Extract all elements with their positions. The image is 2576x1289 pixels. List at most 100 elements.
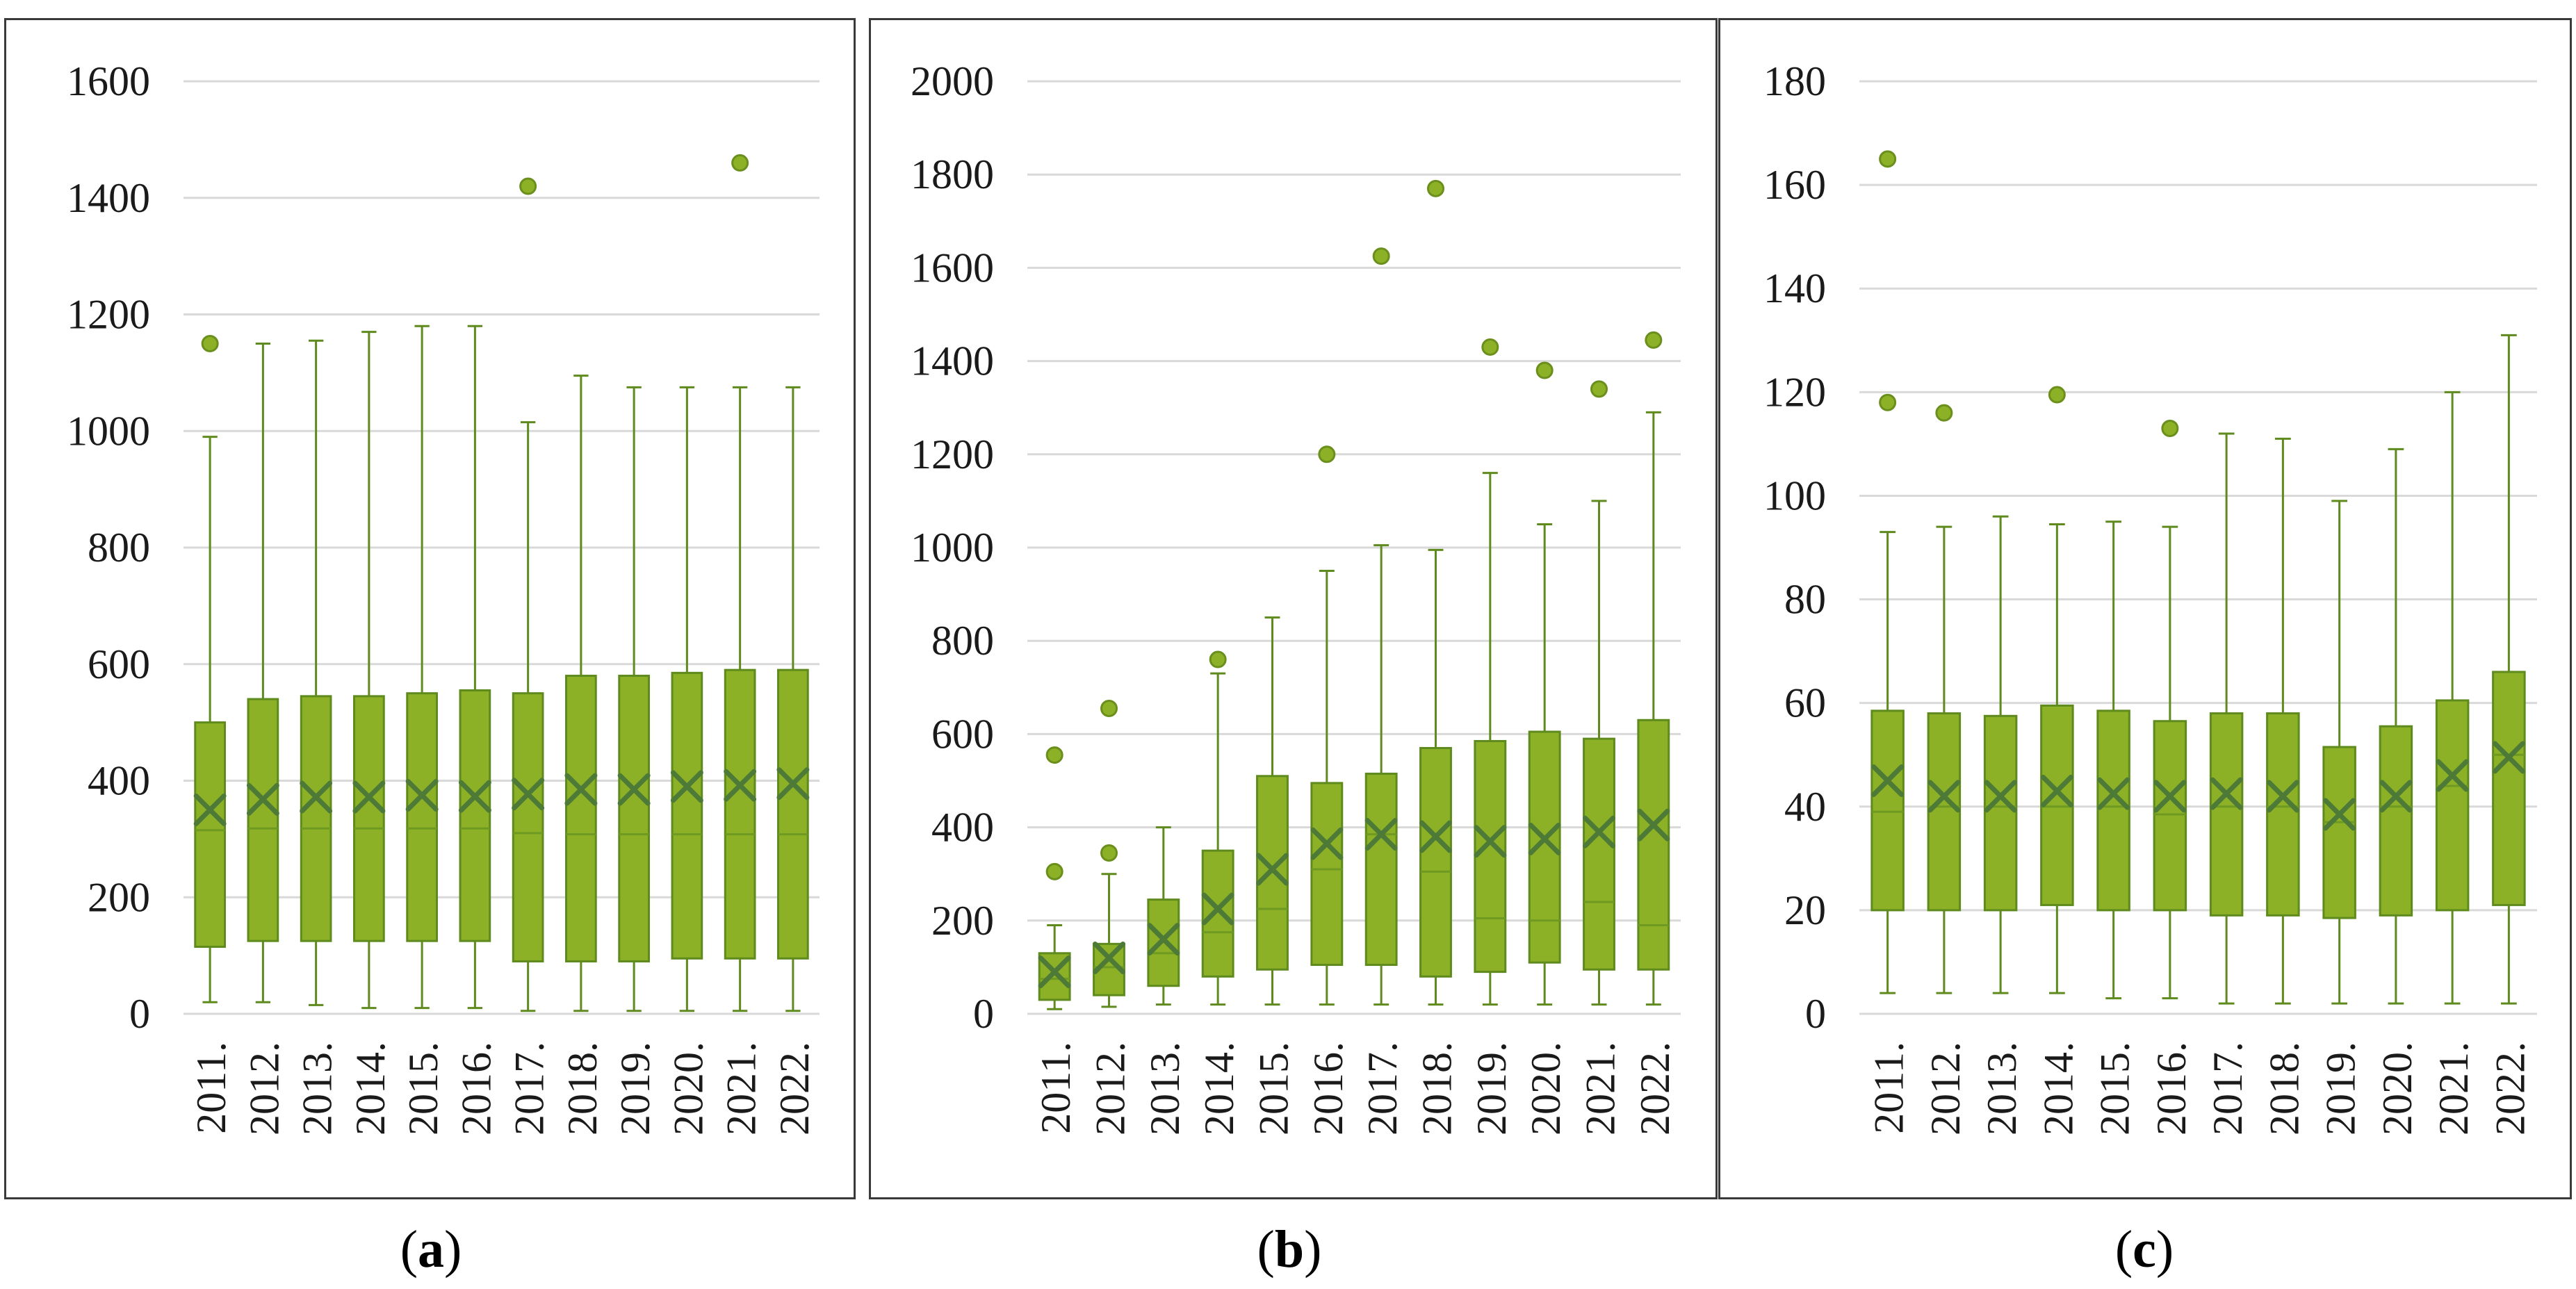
- caption-c: (c): [2114, 1220, 2174, 1279]
- mean-marker: [1093, 941, 1125, 974]
- outlier-point-0: [1427, 179, 1444, 197]
- box-group-c-3: [2040, 386, 2074, 994]
- outlier-point-0: [1645, 331, 1663, 349]
- x-tick-label-b-1: 2012.: [1088, 1042, 1134, 1135]
- box-group-b-10: [1583, 380, 1615, 1006]
- mean-marker: [1528, 822, 1561, 855]
- y-tick-label-c-8: 160: [1763, 162, 1826, 208]
- box-iqr: [194, 721, 226, 949]
- x-tick-label-a-4: 2015.: [400, 1042, 446, 1135]
- outlier-point-0: [1372, 247, 1390, 265]
- chart-b-svg: 0 200 400 600 800 1000 1200 1400 1600 1800 2000 201…: [911, 58, 1681, 1135]
- y-tick-label-c-1: 20: [1784, 887, 1826, 933]
- y-tick-label-c-7: 140: [1763, 265, 1826, 311]
- box-group-a-4: [405, 325, 439, 1010]
- mean-marker: [2492, 741, 2525, 774]
- box-group-a-11: [776, 386, 810, 1012]
- box-iqr: [1256, 775, 1289, 971]
- outlier-point-0: [1590, 380, 1608, 398]
- mean-marker: [2436, 759, 2469, 792]
- mean-marker: [2097, 777, 2130, 810]
- box-group-b-1: [1093, 699, 1125, 1008]
- box-iqr: [353, 695, 385, 942]
- outlier-point-0: [2161, 420, 2179, 438]
- box-iqr: [1983, 714, 2018, 912]
- chart-panel-c: 0 20 40 60 80 100 120 140 160 180 2011. 2012. 2013. 2…: [1718, 18, 2572, 1199]
- x-tick-label-b-11: 2022.: [1632, 1042, 1678, 1135]
- box-iqr: [1419, 747, 1452, 978]
- box-group-c-5: [2153, 420, 2187, 1000]
- y-tick-label-c-4: 80: [1784, 577, 1826, 623]
- box-iqr: [2153, 720, 2187, 912]
- y-tick-label-c-5: 100: [1763, 473, 1826, 518]
- y-tick-label-b-6: 1200: [911, 432, 994, 477]
- outlier-point-1: [1100, 699, 1118, 717]
- mean-marker: [246, 782, 279, 816]
- outlier-point-0: [2048, 386, 2066, 404]
- x-tick-label-c-3: 2014.: [2035, 1042, 2081, 1135]
- box-group-b-7: [1419, 179, 1452, 1006]
- box-iqr: [459, 689, 491, 942]
- box-group-a-0: [193, 334, 227, 1003]
- mean-marker: [1984, 780, 2017, 813]
- x-tick-label-b-4: 2015.: [1251, 1042, 1297, 1135]
- box-group-c-6: [2209, 432, 2244, 1005]
- x-tick-label-c-10: 2021.: [2431, 1042, 2477, 1135]
- outlier-point-0: [1935, 404, 1953, 422]
- chart-panel-a: 0 200 400 600 800 1000 1200 1400 1600 2011. 2012. 2…: [4, 18, 856, 1199]
- caption-b-letter: b: [1274, 1220, 1305, 1279]
- mean-marker: [1583, 815, 1615, 848]
- outlier-point-0: [731, 154, 749, 172]
- y-tick-label-a-3: 600: [88, 641, 150, 687]
- x-tick-label-b-10: 2021.: [1578, 1042, 1624, 1135]
- x-tick-label-a-2: 2013.: [295, 1042, 341, 1135]
- box-iqr: [671, 671, 703, 960]
- y-tick-label-b-4: 800: [931, 618, 994, 664]
- box-iqr: [2322, 746, 2356, 919]
- x-tick-label-c-9: 2020.: [2374, 1042, 2420, 1135]
- x-tick-label-c-4: 2015.: [2092, 1042, 2138, 1135]
- box-iqr: [2096, 709, 2130, 912]
- chart-panel-b: 0 200 400 600 800 1000 1200 1400 1600 1800 2000 201…: [869, 18, 1718, 1199]
- box-group-c-8: [2322, 500, 2356, 1005]
- y-tick-label-b-0: 0: [973, 991, 994, 1037]
- box-iqr: [406, 692, 438, 942]
- mean-marker: [1419, 820, 1452, 853]
- mean-marker: [193, 793, 227, 826]
- mean-marker: [2379, 780, 2413, 813]
- x-tick-label-a-0: 2011.: [188, 1042, 234, 1134]
- x-tick-label-b-5: 2016.: [1305, 1042, 1351, 1135]
- mean-marker: [1256, 853, 1289, 886]
- box-iqr: [1201, 849, 1234, 978]
- box-group-c-2: [1983, 515, 2018, 994]
- box-iqr: [300, 695, 332, 942]
- outlier-point-0: [201, 334, 219, 352]
- outlier-point-0: [1045, 862, 1063, 880]
- outlier-point-0: [1209, 650, 1227, 668]
- y-tick-label-a-2: 400: [88, 758, 150, 804]
- mean-marker: [1871, 764, 1905, 797]
- x-tick-label-a-6: 2017.: [507, 1042, 553, 1135]
- y-tick-label-b-5: 1000: [911, 525, 994, 570]
- box-iqr: [724, 668, 756, 960]
- box-iqr: [1310, 782, 1344, 967]
- x-tick-label-c-8: 2019.: [2318, 1042, 2364, 1135]
- mean-marker: [1474, 825, 1507, 858]
- box-iqr: [512, 692, 544, 963]
- box-group-a-8: [617, 386, 651, 1012]
- y-tick-label-b-7: 1400: [911, 338, 994, 384]
- box-group-a-9: [670, 386, 703, 1012]
- y-tick-label-a-6: 1200: [67, 292, 150, 338]
- box-group-c-9: [2379, 448, 2413, 1005]
- box-group-a-10: [724, 154, 757, 1012]
- box-group-a-5: [458, 325, 491, 1010]
- box-group-b-6: [1364, 247, 1398, 1006]
- x-tick-label-a-11: 2022.: [772, 1042, 817, 1135]
- box-group-b-5: [1310, 445, 1344, 1006]
- box-group-c-1: [1927, 404, 1962, 994]
- box-group-b-0: [1038, 746, 1071, 1010]
- y-tick-label-a-5: 1000: [67, 408, 150, 454]
- mean-marker: [1364, 818, 1398, 851]
- caption-b: (b): [1257, 1220, 1322, 1279]
- y-tick-label-b-9: 1800: [911, 151, 994, 197]
